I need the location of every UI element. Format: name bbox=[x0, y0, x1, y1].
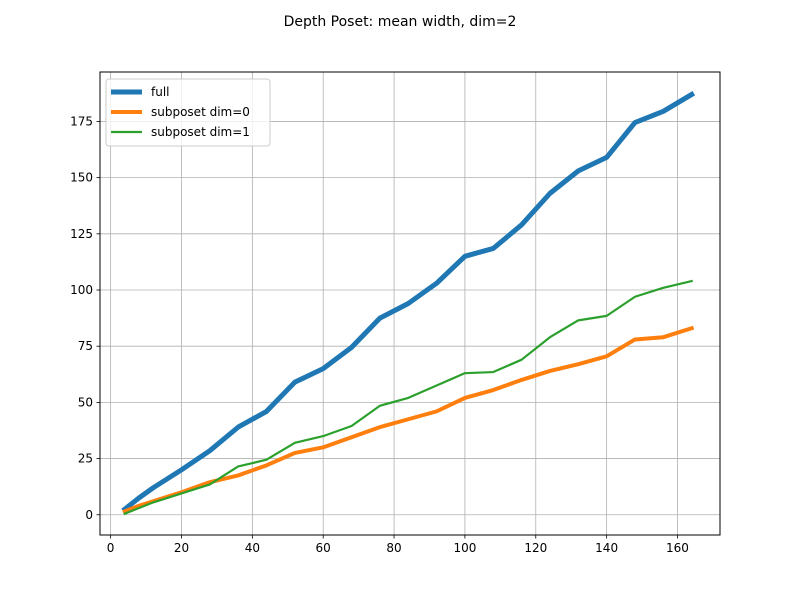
y-tick-label: 75 bbox=[78, 339, 93, 353]
y-axis: 0 25 50 75 100 125 150 175 bbox=[70, 114, 100, 522]
x-tick-label: 160 bbox=[666, 541, 689, 555]
series-lines bbox=[121, 91, 696, 516]
y-tick-label: 125 bbox=[70, 227, 93, 241]
grid bbox=[100, 72, 720, 535]
y-tick-label: 25 bbox=[78, 452, 93, 466]
x-tick-label: 120 bbox=[524, 541, 547, 555]
x-tick-label: 0 bbox=[107, 541, 115, 555]
series-line-1 bbox=[122, 325, 695, 514]
x-tick-label: 100 bbox=[453, 541, 476, 555]
x-tick-label: 40 bbox=[245, 541, 260, 555]
y-tick-label: 50 bbox=[78, 395, 93, 409]
x-axis: 0 20 40 60 80 100 120 140 160 bbox=[107, 535, 689, 555]
plot-area-frame bbox=[99, 71, 721, 536]
y-tick-label: 0 bbox=[85, 508, 93, 522]
y-tick-label: 100 bbox=[70, 283, 93, 297]
legend: full subposet dim=0 subposet dim=1 bbox=[105, 78, 271, 147]
y-tick-label: 150 bbox=[70, 171, 93, 185]
x-tick-label: 20 bbox=[174, 541, 189, 555]
x-tick-label: 140 bbox=[595, 541, 618, 555]
chart-title: Depth Poset: mean width, dim=2 bbox=[284, 14, 517, 30]
legend-label-1: subposet dim=0 bbox=[151, 105, 250, 119]
x-tick-label: 80 bbox=[386, 541, 401, 555]
series-line-2 bbox=[123, 279, 693, 516]
legend-label-2: subposet dim=1 bbox=[151, 125, 250, 139]
x-tick-label: 60 bbox=[316, 541, 331, 555]
legend-box bbox=[105, 78, 271, 147]
y-tick-label: 175 bbox=[70, 114, 93, 128]
series-line-0 bbox=[121, 91, 696, 513]
legend-label-0: full bbox=[151, 85, 170, 99]
